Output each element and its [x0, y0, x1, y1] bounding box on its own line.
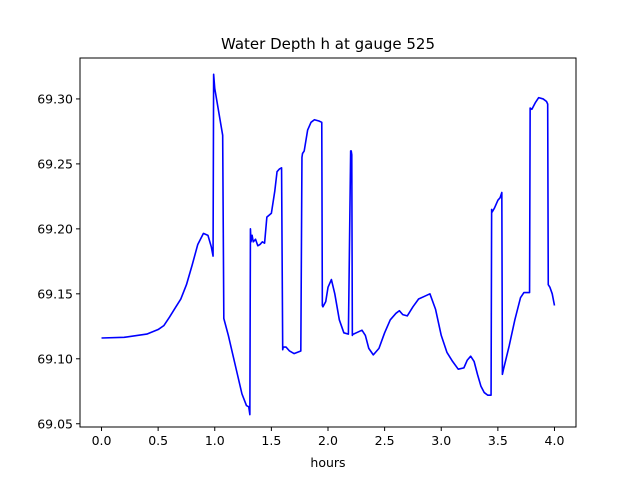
y-tick-label: 69.30	[37, 91, 73, 106]
chart-title: Water Depth h at gauge 525	[221, 35, 435, 53]
series-line-1	[101, 73, 556, 416]
y-tick-label: 69.10	[37, 351, 73, 366]
x-tick-label: 3.5	[488, 433, 508, 448]
y-axis: 69.05 69.10 69.15 69.20 69.25 69.30	[37, 91, 80, 431]
x-tick-label: 4.0	[545, 433, 565, 448]
x-tick-label: 0.5	[148, 433, 168, 448]
x-axis: 0.0 0.5 1.0 1.5 2.0 2.5 3.0 3.5 4.0	[92, 427, 565, 448]
x-tick-label: 2.5	[375, 433, 395, 448]
x-tick-label: 2.0	[318, 433, 338, 448]
y-tick-label: 69.25	[37, 156, 73, 171]
y-tick-label: 69.05	[37, 416, 73, 431]
y-tick-label: 69.20	[37, 221, 73, 236]
y-tick-label: 69.15	[37, 286, 73, 301]
x-tick-label: 3.0	[431, 433, 451, 448]
x-axis-label: hours	[310, 455, 345, 470]
x-tick-label: 1.0	[205, 433, 225, 448]
plot-area	[79, 57, 577, 428]
x-tick-label: 0.0	[92, 433, 112, 448]
x-tick-label: 1.5	[261, 433, 281, 448]
